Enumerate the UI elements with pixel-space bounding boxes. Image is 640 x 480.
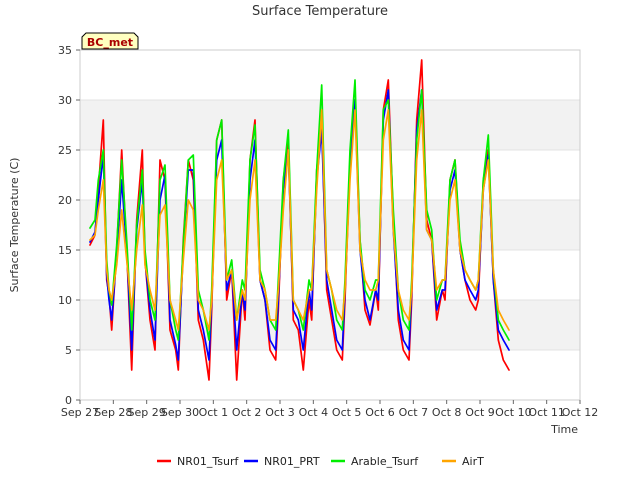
- bc-met-badge: BC_met: [81, 32, 139, 50]
- y-tick-label: 35: [58, 44, 72, 57]
- badge-shape: [81, 32, 139, 50]
- y-axis-ticks: 0 5 10 15 20 25 30 35: [58, 44, 80, 407]
- legend-label: AirT: [462, 455, 484, 468]
- x-tick-label: Sep 27: [61, 406, 99, 419]
- x-tick-label: Oct 8: [432, 406, 462, 419]
- background-band: [80, 350, 580, 400]
- legend: NR01_Tsurf NR01_PRT Arable_Tsurf AirT: [157, 455, 484, 468]
- x-tick-label: Oct 4: [299, 406, 329, 419]
- x-axis-title: Time: [550, 423, 578, 436]
- y-tick-label: 15: [58, 244, 72, 257]
- x-tick-label: Oct 9: [465, 406, 495, 419]
- legend-item-nr01-tsurf: NR01_Tsurf: [157, 455, 239, 468]
- plot-area-frame: [79, 49, 581, 401]
- x-tick-label: Oct 1: [199, 406, 229, 419]
- background-band: [80, 250, 580, 300]
- legend-item-nr01-prt: NR01_PRT: [244, 455, 320, 468]
- x-tick-label: Sep 28: [94, 406, 132, 419]
- background-band: [80, 50, 580, 100]
- series-line-airt: [89, 109, 510, 331]
- x-tick-label: Oct 10: [495, 406, 532, 419]
- legend-label: NR01_PRT: [264, 455, 320, 468]
- y-tick-label: 5: [65, 344, 72, 357]
- x-tick-label: Oct 5: [332, 406, 362, 419]
- legend-item-airt: AirT: [442, 455, 484, 468]
- legend-item-arable-tsurf: Arable_Tsurf: [331, 455, 419, 468]
- chart-title: Surface Temperature: [252, 4, 388, 19]
- y-tick-label: 20: [58, 194, 72, 207]
- series-line-nr01-tsurf: [89, 59, 510, 381]
- x-tick-label: Sep 30: [161, 406, 199, 419]
- x-tick-label: Oct 6: [365, 406, 395, 419]
- series-line-nr01-prt: [89, 89, 510, 361]
- x-tick-label: Oct 12: [562, 406, 599, 419]
- legend-label: NR01_Tsurf: [177, 455, 239, 468]
- background-band: [80, 150, 580, 200]
- y-tick-label: 10: [58, 294, 72, 307]
- x-tick-label: Oct 11: [528, 406, 565, 419]
- y-tick-label: 30: [58, 94, 72, 107]
- x-tick-label: Oct 3: [265, 406, 295, 419]
- legend-label: Arable_Tsurf: [351, 455, 419, 468]
- y-tick-label: 25: [58, 144, 72, 157]
- x-tick-label: Sep 29: [128, 406, 166, 419]
- y-tick-label: 0: [65, 394, 72, 407]
- badge-label: BC_met: [87, 36, 133, 49]
- series-lines: [89, 59, 510, 381]
- x-tick-label: Oct 7: [399, 406, 429, 419]
- y-axis-title: Surface Temperature (C): [8, 158, 21, 293]
- x-tick-label: Oct 2: [232, 406, 262, 419]
- background-band: [80, 200, 580, 250]
- background-band: [80, 100, 580, 150]
